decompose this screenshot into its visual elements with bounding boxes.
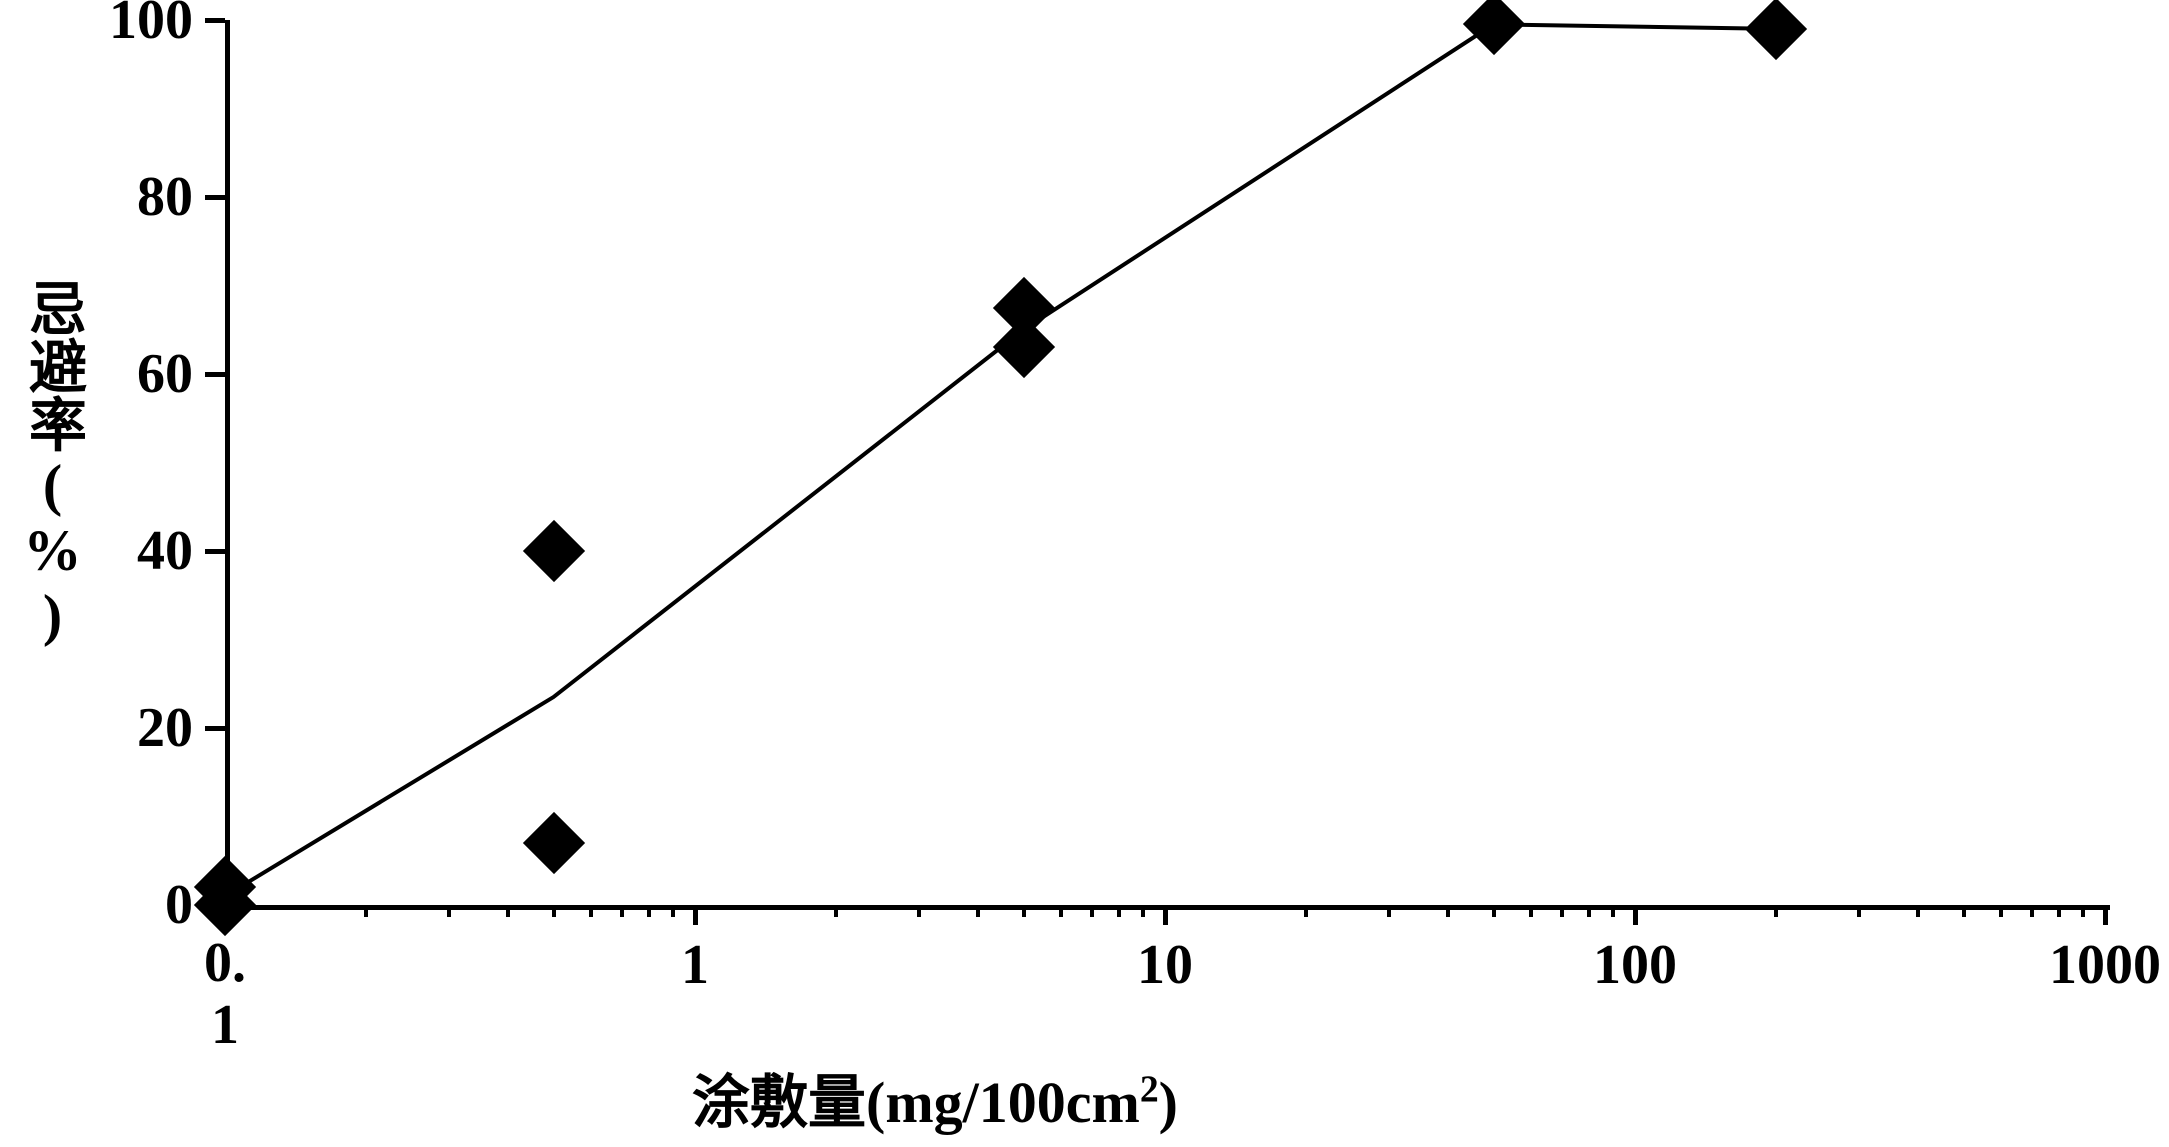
x-tick	[1633, 905, 1638, 925]
chart-container: 0 20 40 60 80 100 0.1 1 10 100 1000 忌避率(%) 涂敷量(mg/10…	[0, 0, 2169, 1147]
chart-line-svg	[0, 0, 2169, 1147]
x-tick-label: 100	[1593, 933, 1677, 997]
y-tick-label: 0	[165, 873, 193, 937]
x-minor-tick	[1587, 905, 1591, 917]
x-tick	[2103, 905, 2108, 925]
y-axis-line	[225, 20, 230, 910]
x-minor-tick	[1774, 905, 1778, 917]
x-minor-tick	[620, 905, 624, 917]
y-tick-label: 100	[109, 0, 193, 52]
data-marker	[1745, 0, 1807, 60]
x-minor-tick	[1560, 905, 1564, 917]
x-minor-tick	[1529, 905, 1533, 917]
data-marker	[522, 812, 584, 874]
y-tick-label: 60	[137, 342, 193, 406]
x-tick	[693, 905, 698, 925]
x-minor-tick	[1304, 905, 1308, 917]
x-minor-tick	[589, 905, 593, 917]
y-axis-label: 忌避率(%)	[10, 278, 94, 647]
y-tick	[205, 549, 225, 554]
y-tick	[205, 372, 225, 377]
trend-line	[225, 24, 1776, 896]
x-minor-tick	[1387, 905, 1391, 917]
x-minor-tick	[976, 905, 980, 917]
x-minor-tick	[1492, 905, 1496, 917]
data-marker	[992, 277, 1054, 339]
x-tick-label: 0.1	[204, 933, 246, 1056]
x-minor-tick	[1962, 905, 1966, 917]
x-minor-tick	[834, 905, 838, 917]
x-minor-tick	[1141, 905, 1145, 917]
y-tick	[205, 195, 225, 200]
x-minor-tick	[1090, 905, 1094, 917]
x-minor-tick	[1999, 905, 2003, 917]
x-minor-tick	[1611, 905, 1615, 917]
x-minor-tick	[447, 905, 451, 917]
x-minor-tick	[917, 905, 921, 917]
x-axis-label: 涂敷量(mg/100cm2)	[692, 1055, 1178, 1139]
x-minor-tick	[1916, 905, 1920, 917]
y-tick-label: 80	[137, 165, 193, 229]
x-minor-tick	[1117, 905, 1121, 917]
data-marker	[1462, 0, 1524, 56]
x-minor-tick	[552, 905, 556, 917]
x-tick-label: 1000	[2049, 933, 2161, 997]
x-minor-tick	[2030, 905, 2034, 917]
x-minor-tick	[364, 905, 368, 917]
y-tick-label: 20	[137, 696, 193, 760]
x-minor-tick	[2057, 905, 2061, 917]
x-tick-label: 10	[1137, 933, 1193, 997]
x-minor-tick	[1857, 905, 1861, 917]
x-minor-tick	[647, 905, 651, 917]
x-minor-tick	[1446, 905, 1450, 917]
x-minor-tick	[2081, 905, 2085, 917]
y-tick	[205, 18, 225, 23]
y-tick	[205, 726, 225, 731]
x-tick	[1163, 905, 1168, 925]
x-minor-tick	[1059, 905, 1063, 917]
x-minor-tick	[671, 905, 675, 917]
data-marker	[522, 520, 584, 582]
x-minor-tick	[506, 905, 510, 917]
x-tick-label: 1	[681, 933, 709, 997]
x-minor-tick	[1022, 905, 1026, 917]
y-tick-label: 40	[137, 519, 193, 583]
